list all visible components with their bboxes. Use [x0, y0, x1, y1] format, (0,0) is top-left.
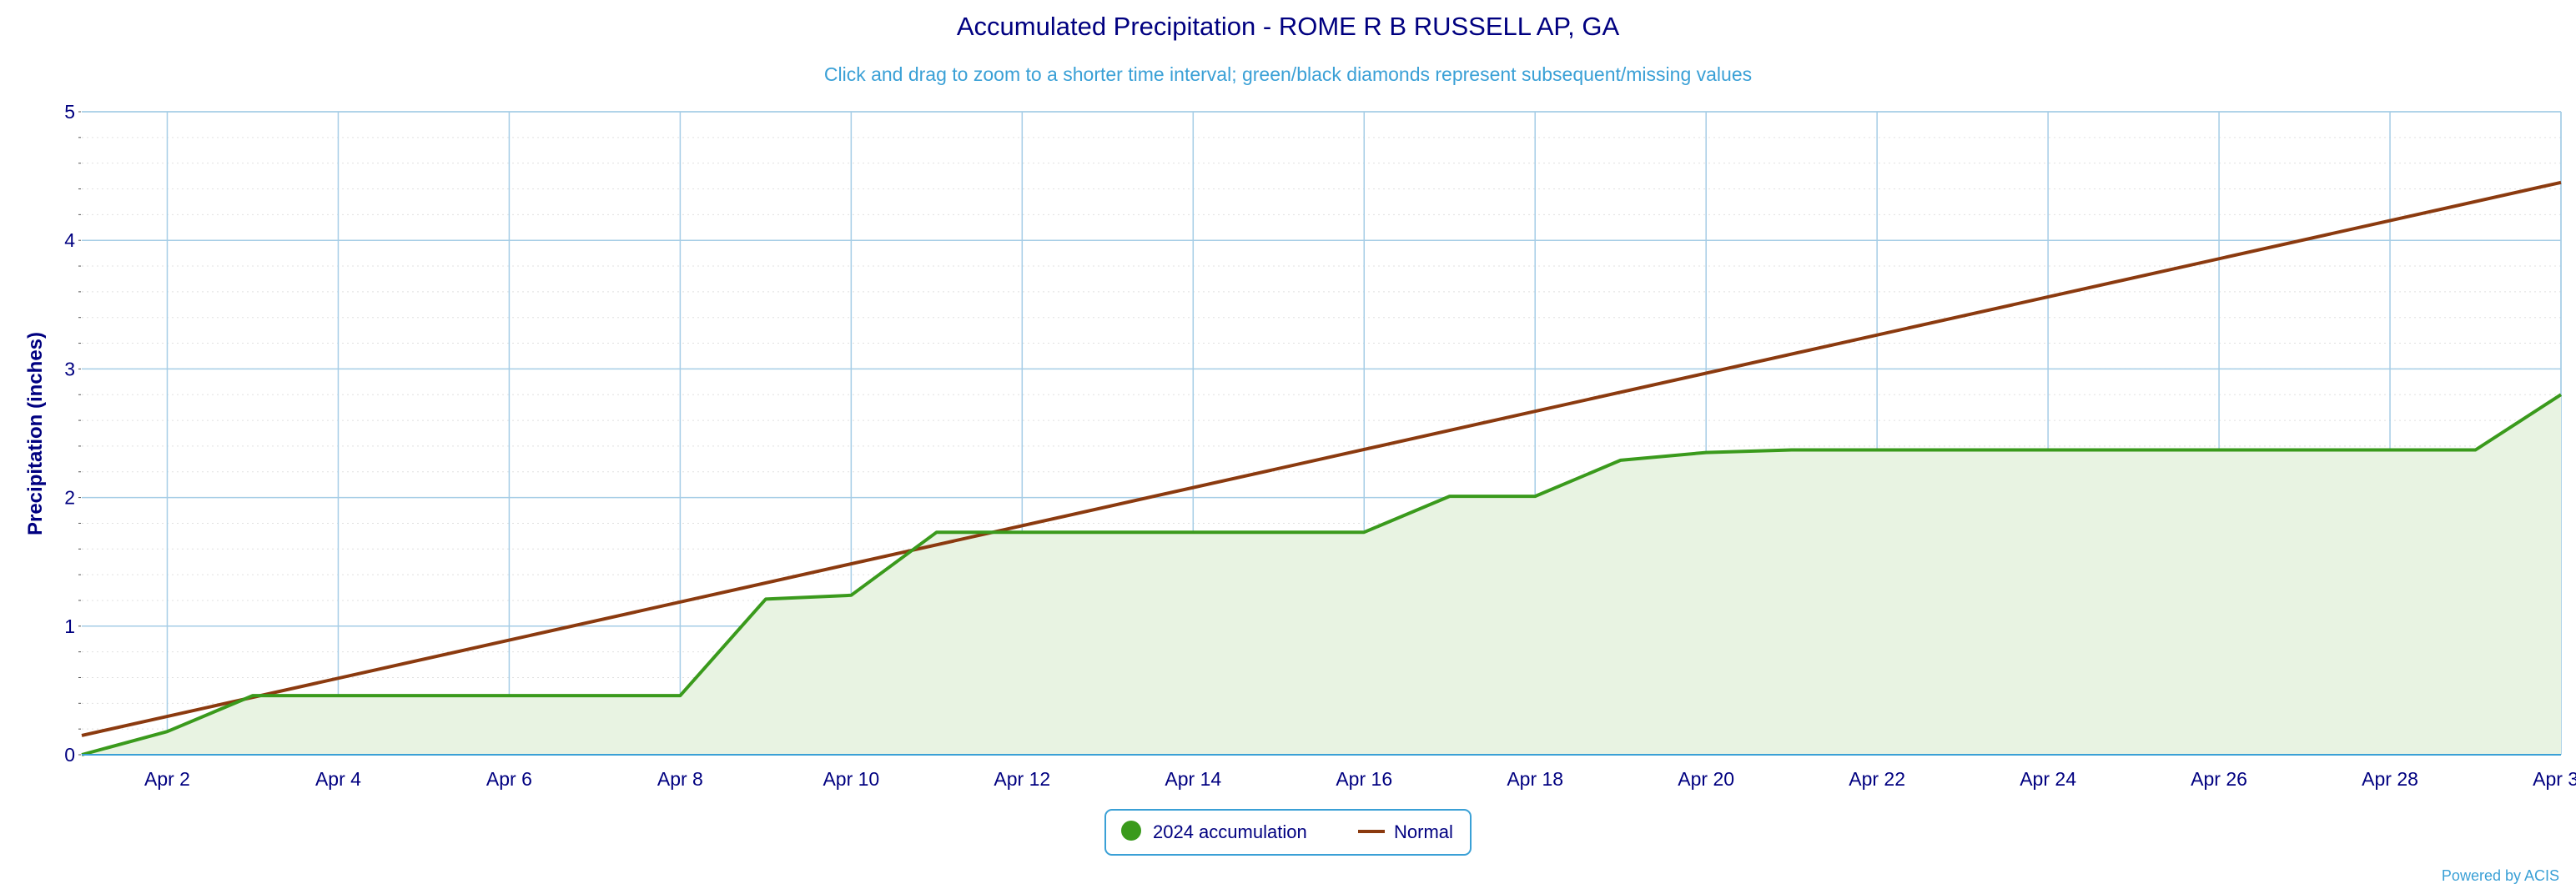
x-tick-label: Apr 10 — [823, 768, 879, 790]
data-point-normal[interactable] — [2558, 180, 2563, 185]
data-point-2024[interactable] — [1105, 530, 1110, 535]
data-point-2024[interactable] — [2216, 448, 2221, 453]
legend-normal-label[interactable]: Normal — [1394, 821, 1453, 842]
series-normal-line[interactable] — [81, 180, 2562, 737]
x-tick-label: Apr 24 — [2020, 768, 2076, 790]
x-tick-label: Apr 8 — [657, 768, 703, 790]
x-tick-label: Apr 20 — [1678, 768, 1734, 790]
series-2024-line[interactable] — [81, 393, 2563, 756]
area-layer — [82, 394, 2561, 755]
data-point-2024[interactable] — [335, 693, 340, 698]
data-point-2024[interactable] — [592, 693, 597, 698]
data-point-2024[interactable] — [1874, 448, 1879, 453]
data-point-2024[interactable] — [1361, 530, 1366, 535]
data-point-2024[interactable] — [2387, 448, 2392, 453]
y-axis-label: Precipitation (inches) — [24, 332, 47, 535]
x-tick-label: Apr 4 — [315, 768, 361, 790]
data-point-2024[interactable] — [1789, 448, 1794, 453]
x-tick-label: Apr 26 — [2191, 768, 2247, 790]
series-2024-area — [82, 394, 2561, 755]
data-point-2024[interactable] — [506, 693, 511, 698]
x-tick-label: Apr 2 — [144, 768, 190, 790]
data-point-2024[interactable] — [2558, 392, 2563, 397]
data-point-2024[interactable] — [1447, 494, 1452, 499]
data-point-normal[interactable] — [79, 733, 84, 738]
data-point-2024[interactable] — [2302, 448, 2307, 453]
data-point-2024[interactable] — [1190, 530, 1195, 535]
y-tick-label: 3 — [64, 358, 75, 379]
x-tick-label: Apr 30 — [2533, 768, 2576, 790]
x-tick-label: Apr 28 — [2362, 768, 2418, 790]
x-tick-label: Apr 6 — [486, 768, 532, 790]
y-tick-label: 2 — [64, 487, 75, 509]
legend[interactable]: 2024 accumulation Normal — [1104, 809, 1472, 856]
data-point-2024[interactable] — [2473, 448, 2478, 453]
legend-2024-marker — [1121, 821, 1141, 841]
x-tick-label: Apr 14 — [1165, 768, 1221, 790]
data-point-2024[interactable] — [1960, 448, 1965, 453]
data-point-2024[interactable] — [1276, 530, 1281, 535]
x-tick-label: Apr 22 — [1849, 768, 1905, 790]
data-point-2024[interactable] — [250, 693, 255, 698]
data-point-2024[interactable] — [763, 596, 768, 601]
data-point-2024[interactable] — [1019, 530, 1024, 535]
legend-box — [1104, 809, 1472, 856]
data-point-2024[interactable] — [848, 593, 853, 598]
y-tick-label: 4 — [64, 229, 75, 251]
x-tick-label: Apr 16 — [1336, 768, 1392, 790]
x-tick-label: Apr 18 — [1507, 768, 1563, 790]
data-point-2024[interactable] — [1618, 458, 1623, 463]
x-tick-labels: Apr 2 Apr 4 Apr 6 Apr 8 Apr 10 Apr 12 Apr 14 Ap… — [144, 768, 2576, 790]
data-point-2024[interactable] — [165, 729, 170, 734]
data-point-2024[interactable] — [2131, 448, 2136, 453]
y-tick-labels: 0 1 2 3 4 5 — [64, 101, 75, 766]
data-point-2024[interactable] — [1703, 450, 1708, 455]
chart-subtitle: Click and drag to zoom to a shorter time… — [824, 63, 1752, 85]
data-point-2024[interactable] — [421, 693, 426, 698]
legend-2024-label[interactable]: 2024 accumulation — [1153, 821, 1307, 842]
data-point-2024[interactable] — [1532, 494, 1537, 499]
y-tick-label: 5 — [64, 101, 75, 123]
data-point-2024[interactable] — [2045, 448, 2050, 453]
line-layer — [79, 180, 2563, 756]
data-point-2024[interactable] — [677, 693, 682, 698]
y-tick-label: 1 — [64, 615, 75, 637]
x-tick-label: Apr 12 — [994, 768, 1050, 790]
data-point-2024[interactable] — [934, 530, 939, 535]
credit-link[interactable]: Powered by ACIS — [2442, 867, 2559, 884]
chart-title: Accumulated Precipitation - ROME R B RUS… — [957, 12, 1620, 41]
y-tick-label: 0 — [64, 744, 75, 766]
